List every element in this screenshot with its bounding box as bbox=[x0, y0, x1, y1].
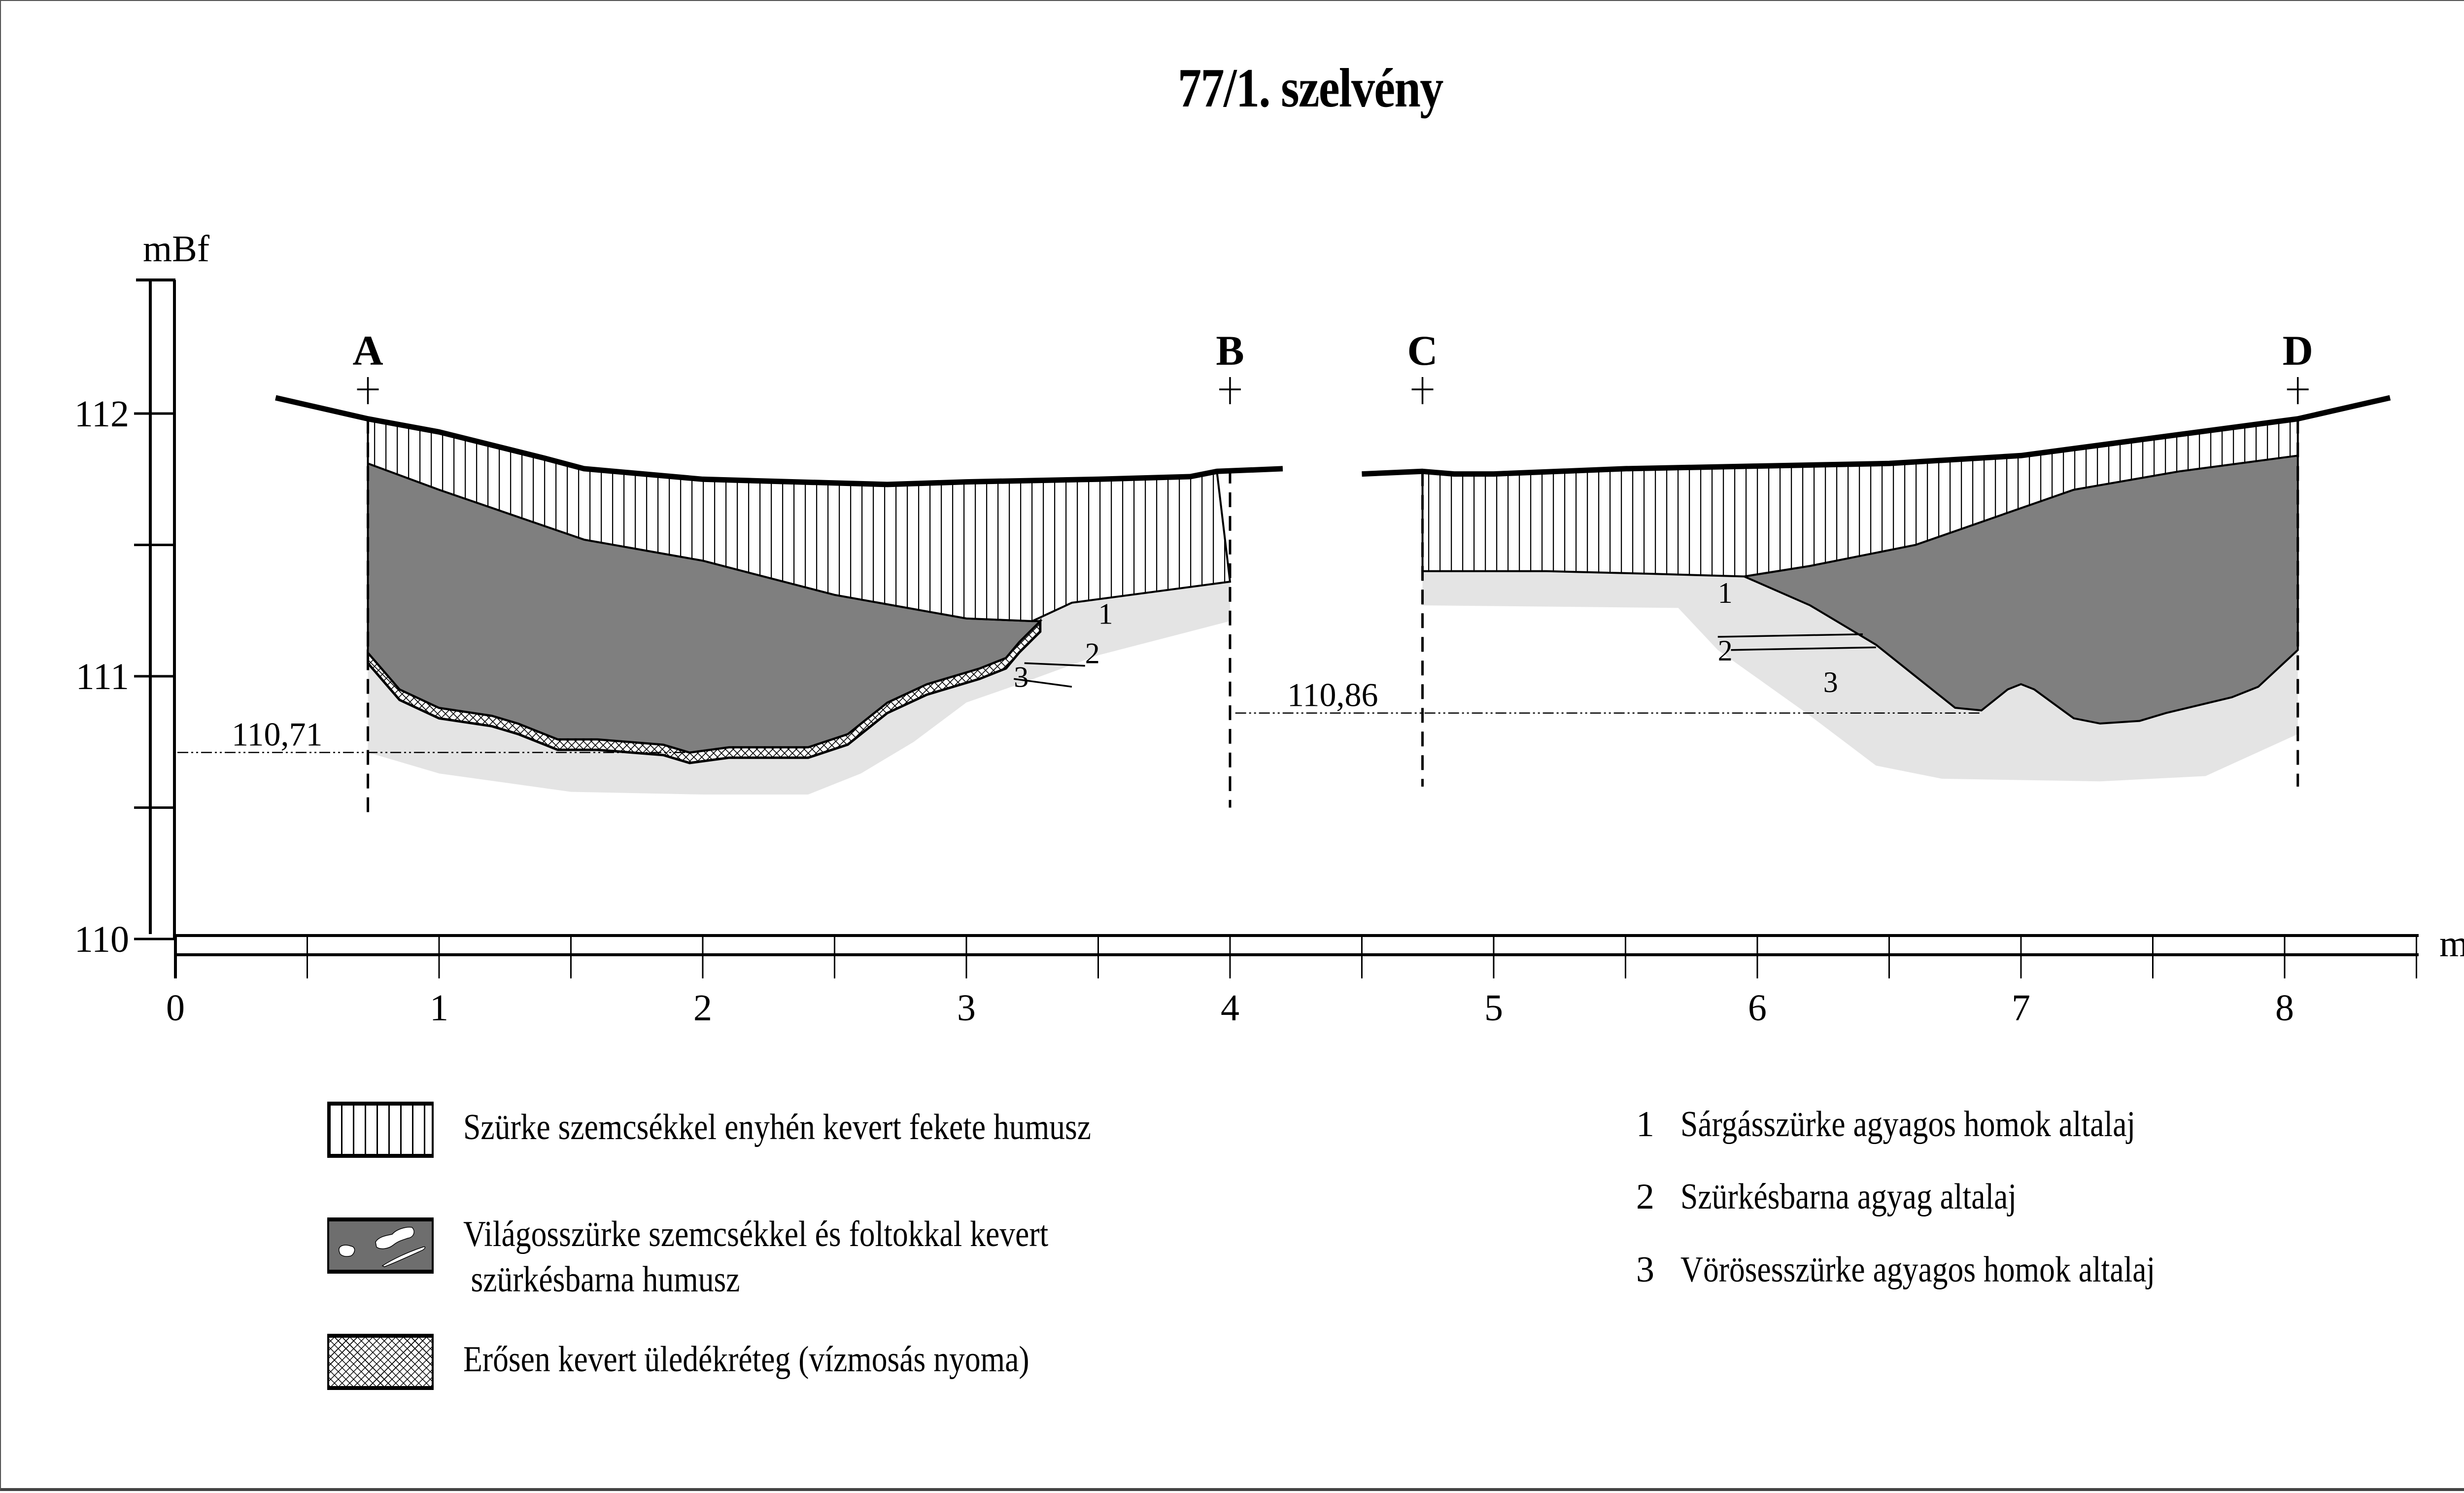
layer-boundary-line bbox=[1014, 678, 1072, 688]
legend-label-line1: Világosszürke szemcsékkel és foltokkal k… bbox=[463, 1214, 1049, 1254]
x-axis-tick-label: 4 bbox=[1221, 987, 1239, 1029]
survey-point-label-d: D bbox=[2283, 327, 2313, 374]
vertical-hatch-swatch bbox=[327, 1102, 434, 1158]
y-axis-tick-label: 111 bbox=[76, 656, 129, 697]
depth-label-ab: 110,71 bbox=[232, 716, 322, 753]
y-axis bbox=[134, 278, 176, 940]
layer-number: 3 bbox=[1636, 1250, 1654, 1290]
legend-label: Erősen kevert üledékréteg (vízmosás nyom… bbox=[463, 1339, 1029, 1380]
layer-number-label: 2 bbox=[1718, 634, 1733, 667]
cross-hatch-swatch bbox=[327, 1334, 434, 1390]
legend-item-layer-3: 3 Vörösesszürke agyagos homok altalaj bbox=[1602, 1247, 2232, 1292]
layer-number: 2 bbox=[1636, 1177, 1654, 1217]
x-axis-unit-label: m bbox=[2439, 923, 2464, 965]
x-axis-tick-label: 8 bbox=[2275, 987, 2294, 1029]
x-axis-tick-label: 2 bbox=[693, 987, 712, 1029]
ground-surface-line bbox=[1362, 395, 2391, 477]
figure-title: 77/1. szelvény bbox=[1178, 58, 1443, 119]
x-axis bbox=[173, 934, 2419, 978]
layer-number-label: 1 bbox=[1718, 577, 1733, 609]
ground-surface-line bbox=[275, 395, 1283, 487]
section-c-d bbox=[1362, 395, 2391, 782]
x-axis-tick-label: 1 bbox=[430, 987, 448, 1029]
y-axis-tick-label: 110 bbox=[74, 919, 129, 960]
layer-label: Vörösesszürke agyagos homok altalaj bbox=[1680, 1250, 2156, 1290]
layer-label: Szürkésbarna agyag altalaj bbox=[1680, 1177, 2017, 1217]
section-a-b bbox=[275, 395, 1283, 795]
x-axis-tick-label: 5 bbox=[1484, 987, 1503, 1029]
x-axis-tick-label: 7 bbox=[2012, 987, 2030, 1029]
spots-icon bbox=[339, 1226, 426, 1267]
legend-item-layer-2: 2 Szürkésbarna agyag altalaj bbox=[1602, 1174, 2071, 1219]
legend-label: Világosszürke szemcsékkel és foltokkal k… bbox=[463, 1212, 1048, 1302]
grey-spotted-swatch bbox=[327, 1217, 434, 1274]
x-axis-tick-label: 3 bbox=[957, 987, 976, 1029]
soil-layers bbox=[275, 395, 2391, 795]
legend-item-black-humus: Szürke szemcsékkel enyhén kevert fekete … bbox=[327, 1102, 1193, 1158]
layer-label: Sárgásszürke agyagos homok altalaj bbox=[1680, 1104, 2136, 1145]
survey-point-label-a: A bbox=[352, 327, 383, 374]
layer-number-label: 2 bbox=[1085, 637, 1100, 669]
legend-item-sediment: Erősen kevert üledékréteg (vízmosás nyom… bbox=[327, 1334, 1122, 1390]
layer-number-label: 3 bbox=[1823, 666, 1838, 698]
survey-point-label-b: B bbox=[1216, 327, 1244, 374]
layer-number-label: 3 bbox=[1014, 660, 1028, 693]
legend-label: Szürke szemcsékkel enyhén kevert fekete … bbox=[463, 1107, 1092, 1147]
layer-boundary-line bbox=[1024, 662, 1085, 667]
layer-number-label: 1 bbox=[1098, 597, 1113, 630]
legend-item-layer-1: 1 Sárgásszürke agyagos homok altalaj bbox=[1602, 1102, 2209, 1147]
y-axis-tick-label: 112 bbox=[74, 393, 129, 435]
layer-boundary-line bbox=[1717, 633, 1863, 638]
layer-boundary-line bbox=[1731, 646, 1876, 651]
legend-item-grey-humus: Világosszürke szemcsékkel és foltokkal k… bbox=[327, 1214, 1144, 1302]
x-axis-tick-label: 0 bbox=[166, 987, 185, 1029]
y-axis-unit-label: mBf bbox=[143, 228, 210, 270]
legend-label-line2: szürkésbarna humusz bbox=[471, 1259, 740, 1300]
x-axis-tick-label: 6 bbox=[1748, 987, 1767, 1029]
survey-point-label-c: C bbox=[1407, 327, 1437, 374]
depth-label-cd: 110,86 bbox=[1287, 676, 1378, 714]
layer-number: 1 bbox=[1636, 1104, 1654, 1145]
